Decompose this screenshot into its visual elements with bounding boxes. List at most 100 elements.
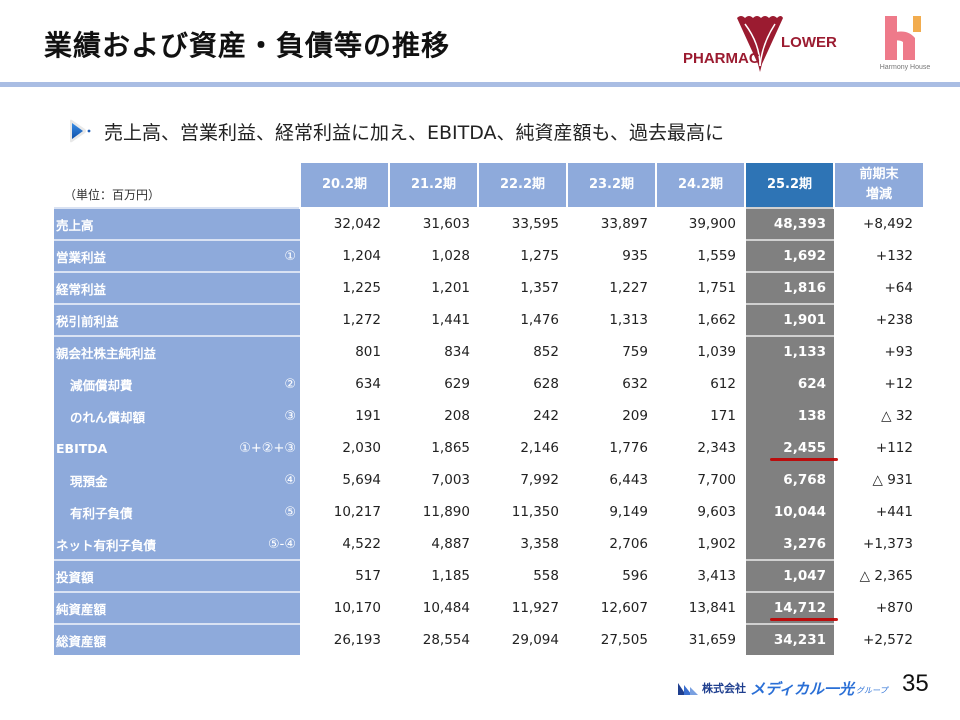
cell-value: 34,231: [773, 632, 826, 648]
cell-value: 596: [622, 568, 648, 584]
cell-value: 1,047: [783, 568, 826, 584]
cell-value: 1,185: [431, 568, 470, 584]
cell-value: 191: [355, 408, 381, 424]
value-cell: 834: [389, 335, 478, 368]
cell-value: 1,204: [342, 248, 381, 264]
diff-cell: +441: [834, 495, 923, 528]
column-header-diff: 前期末 増減: [833, 163, 923, 208]
column-header-current: 25.2期: [744, 163, 834, 208]
cell-value: 5,694: [342, 472, 381, 488]
table-row: 経常利益 1,225 1,201 1,357 1,227 1,751 1,816 +64: [54, 271, 923, 304]
diff-value: △ 32: [881, 408, 913, 424]
current-value-cell: 48,393: [744, 207, 834, 240]
headline-bullet: 売上高、営業利益、経常利益に加え、EBITDA、純資産額も、過去最高に: [66, 116, 724, 146]
value-cell: 2,343: [656, 431, 745, 464]
diff-value: +1,373: [863, 536, 913, 552]
diff-cell: +2,572: [834, 623, 923, 655]
value-cell: 27,505: [567, 623, 656, 655]
value-cell: 517: [300, 559, 389, 592]
cell-value: 10,044: [773, 504, 826, 520]
column-header: 21.2期: [388, 163, 478, 208]
pharmac-logo-text: PHARMAC: [683, 50, 760, 67]
row-label: のれん償却額 ③: [54, 399, 300, 432]
cell-value: 209: [622, 408, 648, 424]
current-value-cell: 1,816: [744, 271, 834, 304]
row-label-text: ネット有利子負債: [56, 537, 157, 553]
pharmac-flower-logo: PHARMAC LOWER: [683, 14, 863, 72]
cell-value: 3,276: [783, 536, 826, 552]
value-cell: 9,603: [656, 495, 745, 528]
cell-value: 7,700: [697, 472, 736, 488]
value-cell: 1,441: [389, 303, 478, 336]
diff-value: +870: [875, 600, 913, 616]
current-value-cell: 10,044: [744, 495, 834, 528]
row-label: 有利子負債 ⑤: [54, 495, 300, 528]
diff-value: +132: [875, 248, 913, 264]
value-cell: 801: [300, 335, 389, 368]
column-header: 23.2期: [566, 163, 656, 208]
cell-value: 12,607: [600, 600, 648, 616]
cell-value: 9,603: [697, 504, 736, 520]
value-cell: 11,350: [478, 495, 567, 528]
current-value-cell: 138: [744, 399, 834, 432]
value-cell: 33,595: [478, 207, 567, 240]
cell-value: 1,357: [520, 280, 559, 296]
cell-value: 834: [444, 344, 470, 360]
column-header: 24.2期: [655, 163, 745, 208]
financial-table: 20.2期 21.2期 22.2期 23.2期 24.2期 25.2期 前期末 …: [54, 163, 923, 655]
value-cell: 1,272: [300, 303, 389, 336]
cell-value: 4,887: [431, 536, 470, 552]
company-prefix: 株式会社: [702, 682, 746, 695]
value-cell: 1,476: [478, 303, 567, 336]
cell-value: 28,554: [422, 632, 470, 648]
value-cell: 3,358: [478, 527, 567, 560]
current-value-cell: 14,712: [744, 591, 838, 624]
cell-value: 1,039: [697, 344, 736, 360]
diff-cell: +112: [834, 431, 923, 464]
current-value-cell: 1,901: [744, 303, 834, 336]
value-cell: 26,193: [300, 623, 389, 655]
highlight-underline: [770, 458, 838, 461]
row-label-text: のれん償却額: [70, 409, 146, 425]
diff-cell: +1,373: [834, 527, 923, 560]
value-cell: 171: [656, 399, 745, 432]
cell-value: 1,028: [431, 248, 470, 264]
row-label-text: 税引前利益: [56, 313, 119, 329]
cell-value: 39,900: [688, 216, 736, 232]
diff-cell: +8,492: [834, 207, 923, 240]
value-cell: 7,992: [478, 463, 567, 496]
cell-value: 1,201: [431, 280, 470, 296]
row-label-text: EBITDA: [56, 440, 108, 456]
cell-value: 11,890: [422, 504, 470, 520]
cell-value: 1,313: [609, 312, 648, 328]
cell-value: 1,559: [697, 248, 736, 264]
value-cell: 6,443: [567, 463, 656, 496]
cell-value: 31,603: [422, 216, 470, 232]
table-row: 売上高 32,042 31,603 33,595 33,897 39,900 48,393 +…: [54, 207, 923, 240]
row-label-text: 投資額: [56, 569, 94, 585]
row-label: 売上高: [54, 207, 300, 240]
value-cell: 10,170: [300, 591, 389, 624]
current-value-cell: 2,455: [744, 431, 838, 464]
value-cell: 29,094: [478, 623, 567, 655]
value-cell: 1,201: [389, 271, 478, 304]
row-note: ①: [284, 248, 296, 264]
cell-value: 1,662: [697, 312, 736, 328]
value-cell: 1,028: [389, 239, 478, 272]
table-row: 総資産額 26,193 28,554 29,094 27,505 31,659 34,231…: [54, 623, 923, 655]
row-label: 営業利益 ①: [54, 239, 300, 272]
cell-value: 558: [533, 568, 559, 584]
cell-value: 801: [355, 344, 381, 360]
row-label: 税引前利益: [54, 303, 300, 336]
cell-value: 1,865: [431, 440, 470, 456]
cell-value: 632: [622, 376, 648, 392]
row-note: ⑤: [284, 504, 296, 520]
value-cell: 558: [478, 559, 567, 592]
value-cell: 11,890: [389, 495, 478, 528]
cell-value: 13,841: [688, 600, 736, 616]
table-row: のれん償却額 ③ 191 208 242 209 171 138 △ 32: [54, 399, 923, 432]
row-label-text: 営業利益: [56, 249, 107, 265]
current-value-cell: 1,047: [744, 559, 834, 592]
table-row: 親会社株主純利益 801 834 852 759 1,039 1,133 +93: [54, 335, 923, 368]
cell-value: 138: [797, 408, 826, 424]
